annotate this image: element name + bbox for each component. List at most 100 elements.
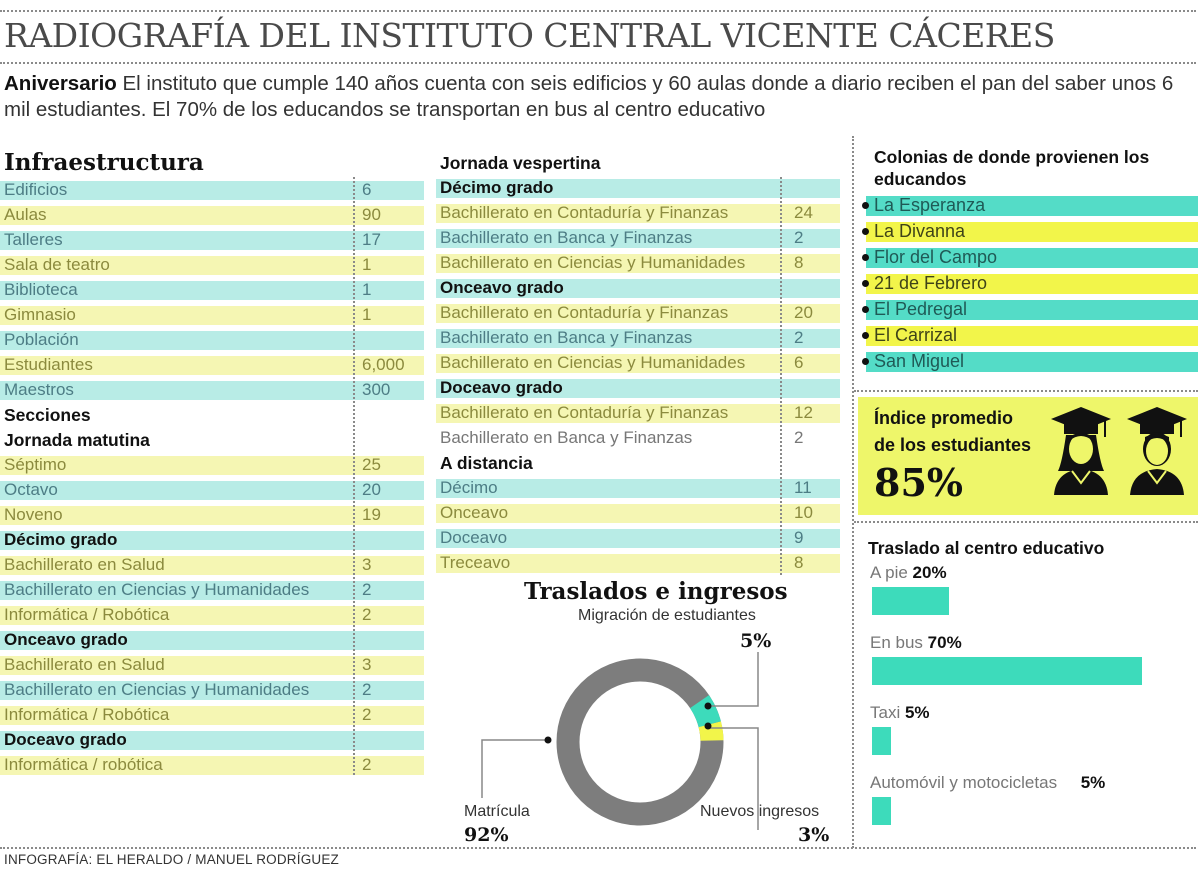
nuevos-value: 3% <box>798 824 830 846</box>
row-label: Bachillerato en Salud <box>4 555 165 574</box>
row-background <box>436 254 840 273</box>
donut-chart <box>481 652 759 830</box>
colonia-name: El Carrizal <box>874 325 958 345</box>
row-value: 2 <box>362 680 372 699</box>
table-group-header: Doceavo grado <box>436 376 842 401</box>
table-row: Población <box>0 328 428 353</box>
colonia-highlight <box>866 352 1198 372</box>
colonia-name: Flor del Campo <box>874 247 998 267</box>
row-label: Biblioteca <box>4 280 78 299</box>
row-value: 2 <box>794 328 804 347</box>
bullet-icon <box>862 254 869 261</box>
table-row: Estudiantes 6,000 <box>0 353 428 378</box>
traslado-category: Automóvil y motocicletas <box>870 773 1058 792</box>
row-background <box>436 304 840 323</box>
row-value: 6 <box>362 180 372 199</box>
row-label: Séptimo <box>4 455 67 474</box>
row-background <box>0 381 424 400</box>
page-title: RADIOGRAFÍA DEL INSTITUTO CENTRAL VICENT… <box>4 16 1055 55</box>
row-value: 12 <box>794 403 813 422</box>
vespertina-title: Jornada vespertina <box>440 153 601 173</box>
traslado-value: 5% <box>1080 773 1106 792</box>
row-label: Maestros <box>4 380 74 399</box>
colonia-name: 21 de Febrero <box>874 273 988 293</box>
donut-subtitle: Migración de estudiantes <box>578 607 756 624</box>
middle-column-value-divider <box>780 177 782 575</box>
title-divider <box>0 62 1196 64</box>
matutina-table: Séptimo 25 Octavo 20 Noveno 19 Décimo grado Bac… <box>0 453 428 778</box>
leader-lines <box>481 652 759 830</box>
donut-ring <box>556 658 724 826</box>
credit-line: INFOGRAFÍA: EL HERALDO / MANUEL RODRÍGUE… <box>4 852 339 867</box>
row-label: Informática / robótica <box>4 755 163 774</box>
indice-bottom-divider <box>854 521 1198 523</box>
distancia-table: Décimo 11 Onceavo 10 Doceavo 9 Treceavo 8 <box>436 476 842 576</box>
row-value: 2 <box>362 605 372 624</box>
row-value: 20 <box>362 480 381 499</box>
row-value: 8 <box>794 553 804 572</box>
row-background <box>0 756 424 775</box>
row-label: Informática / Robótica <box>4 705 170 724</box>
table-row: Bachillerato en Contaduría y Finanzas 12 <box>436 401 842 426</box>
row-label: Bachillerato en Banca y Finanzas <box>440 428 693 447</box>
donut-title: Traslados e ingresos <box>524 578 788 605</box>
row-value: 8 <box>794 253 804 272</box>
row-background <box>436 279 840 298</box>
row-value: 2 <box>794 428 804 447</box>
row-value: 2 <box>362 580 372 599</box>
matricula-value: 92% <box>464 824 509 846</box>
table-row: Sala de teatro 1 <box>0 253 428 278</box>
colonia-name: El Pedregal <box>874 299 968 319</box>
row-value: 1 <box>362 280 372 299</box>
table-row: Décimo 11 <box>436 476 842 501</box>
table-row: Bachillerato en Banca y Finanzas 2 <box>436 226 842 251</box>
table-row: Séptimo 25 <box>0 453 428 478</box>
row-value: 6 <box>794 353 804 372</box>
traslado-title: Traslado al centro educativo <box>868 538 1105 558</box>
row-background <box>436 229 840 248</box>
table-row: Informática / Robótica 2 <box>0 703 428 728</box>
colonia-highlight <box>866 196 1198 216</box>
secciones-title: Secciones <box>4 405 91 425</box>
colonias-title: Colonias de donde provienen los educando… <box>874 147 1150 189</box>
top-divider <box>0 10 1196 12</box>
vespertina-column: Jornada vespertina Décimo grado Bachiller… <box>436 151 842 576</box>
row-background <box>0 706 424 725</box>
row-label: Octavo <box>4 480 58 499</box>
row-background <box>436 354 840 373</box>
colonia-highlight <box>866 248 1198 268</box>
row-background <box>0 731 424 750</box>
infrastructure-column: Infraestructura Edificios 6 Aulas 90 Tallere… <box>0 148 428 778</box>
row-background <box>436 329 840 348</box>
row-background <box>0 256 424 275</box>
traslado-bar <box>872 797 892 825</box>
row-label: Décimo <box>440 478 498 497</box>
traslado-label: Taxi 5% <box>870 703 930 723</box>
table-row: Bachillerato en Ciencias y Humanidades 2 <box>0 678 428 703</box>
row-value: 19 <box>362 505 381 524</box>
row-label: Décimo grado <box>440 178 554 197</box>
infraestructura-table: Edificios 6 Aulas 90 Talleres 17 Sala de teatr… <box>0 178 428 403</box>
table-row: Edificios 6 <box>0 178 428 203</box>
row-background <box>0 481 424 500</box>
distancia-title: A distancia <box>440 453 533 473</box>
table-row: Bachillerato en Contaduría y Finanzas 24 <box>436 201 842 226</box>
row-background <box>0 631 424 650</box>
colonia-highlight <box>866 300 1198 320</box>
table-row: Maestros 300 <box>0 378 428 403</box>
row-value: 300 <box>362 380 391 399</box>
row-label: Bachillerato en Banca y Finanzas <box>440 228 693 247</box>
row-background <box>0 456 424 475</box>
row-value: 2 <box>362 755 372 774</box>
row-value: 20 <box>794 303 813 322</box>
table-row: Informática / robótica 2 <box>0 753 428 778</box>
infraestructura-title: Infraestructura <box>4 149 204 176</box>
left-column-value-divider <box>353 177 355 775</box>
row-label: Bachillerato en Ciencias y Humanidades <box>4 580 310 599</box>
colonia-name: San Miguel <box>874 351 965 371</box>
indice-top-divider <box>854 390 1198 392</box>
table-row: Bachillerato en Ciencias y Humanidades 2 <box>0 578 428 603</box>
table-row: Biblioteca 1 <box>0 278 428 303</box>
row-background <box>0 506 424 525</box>
row-background <box>0 656 424 675</box>
